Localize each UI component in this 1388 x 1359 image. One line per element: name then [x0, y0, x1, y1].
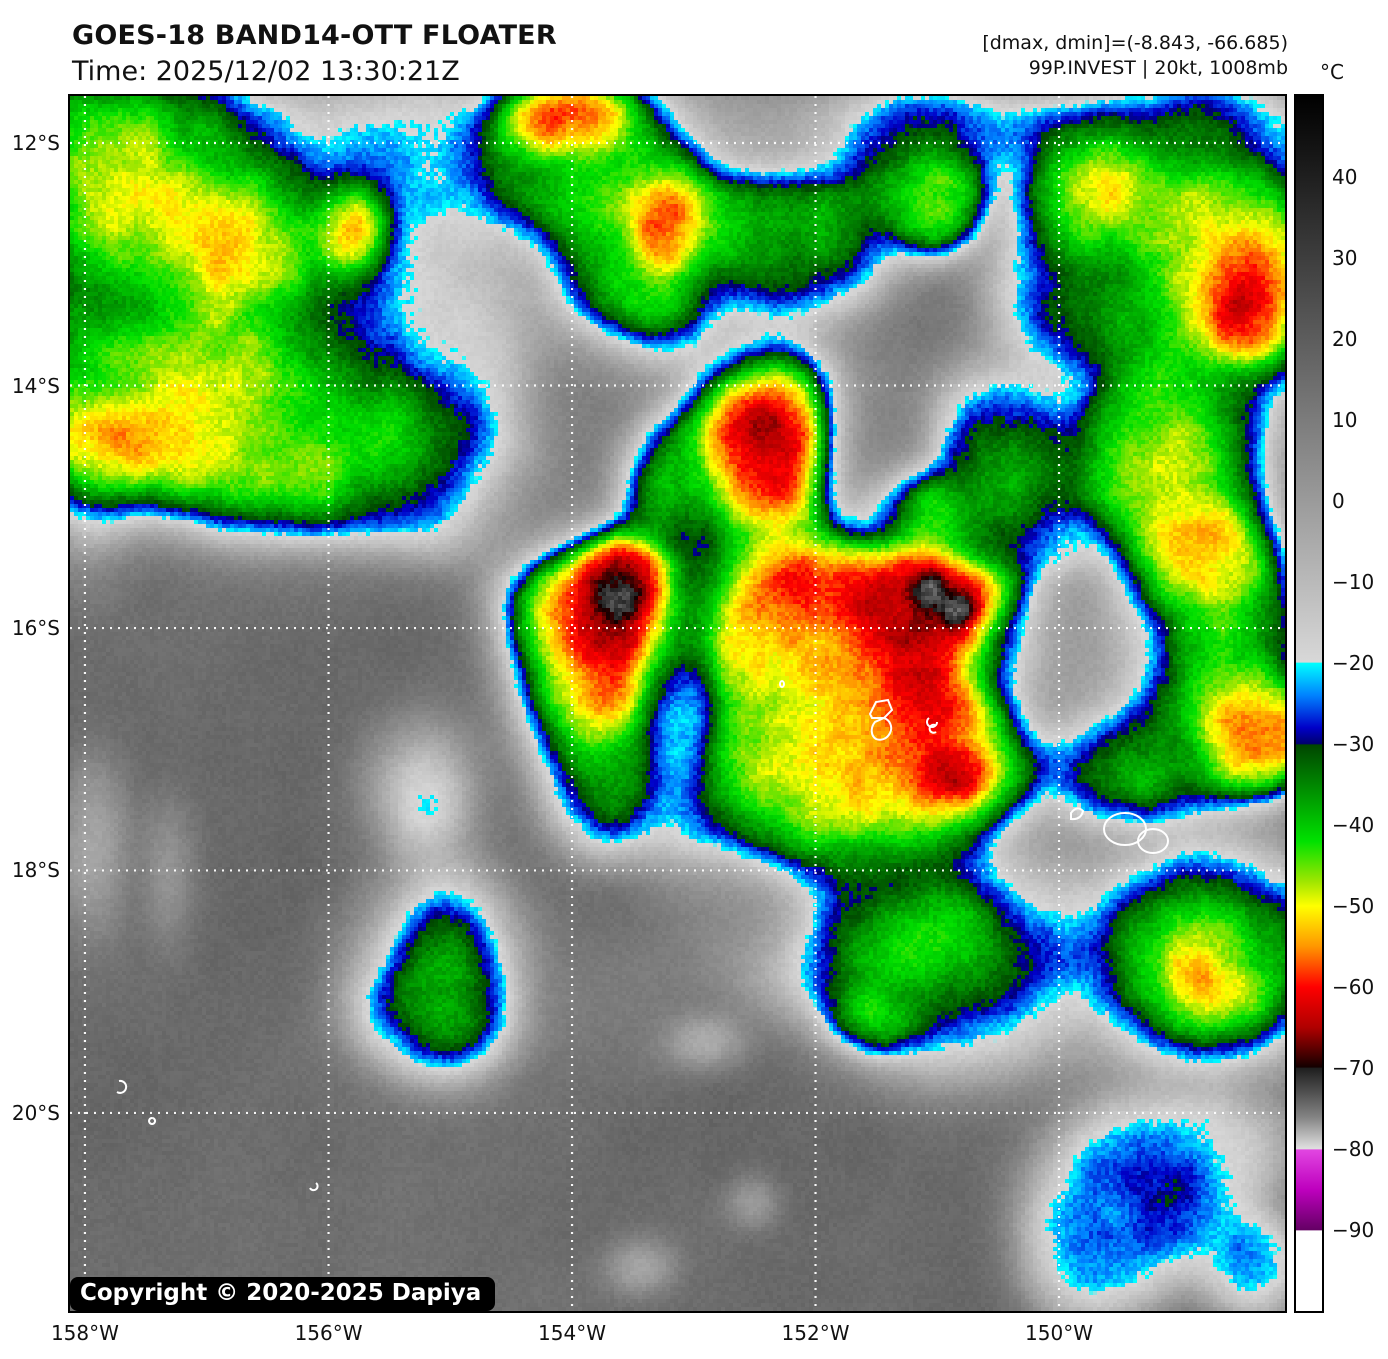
analysis-contour	[779, 680, 785, 688]
timestamp: Time: 2025/12/02 13:30:21Z	[72, 56, 460, 87]
lon-tick-label: 154°W	[538, 1321, 606, 1345]
lon-tick-label: 150°W	[1025, 1321, 1093, 1345]
colorbar-tick-label: −20	[1332, 651, 1375, 675]
dmax-dmin-annotation: [dmax, dmin]=(-8.843, -66.685)	[982, 32, 1288, 54]
colorbar-unit-label: °C	[1320, 60, 1344, 84]
colorbar-tick-label: −90	[1332, 1218, 1375, 1242]
colorbar-tick-label: −80	[1332, 1137, 1375, 1161]
lat-tick-label: 20°S	[11, 1100, 60, 1125]
colorbar-tick-label: 10	[1332, 408, 1358, 432]
grid-overlay	[70, 96, 1285, 1311]
lat-tick-label: 16°S	[11, 616, 60, 641]
lon-tick-label: 156°W	[294, 1321, 363, 1345]
colorbar	[1294, 94, 1324, 1313]
lon-tick-label: 158°W	[50, 1321, 119, 1345]
lat-tick-label: 12°S	[11, 131, 60, 156]
satellite-image-canvas	[70, 96, 1285, 1311]
colorbar-tick-label: −60	[1332, 975, 1375, 999]
map-plot-area: Copyright © 2020-2025 Dapiya	[68, 94, 1287, 1313]
analysis-contour	[148, 1117, 157, 1125]
storm-info-annotation: 99P.INVEST | 20kt, 1008mb	[1028, 57, 1288, 79]
colorbar-tick-label: −50	[1332, 894, 1375, 918]
colorbar-tick-label: −70	[1332, 1056, 1375, 1080]
colorbar-tick-label: 30	[1332, 246, 1358, 270]
page-title: GOES-18 BAND14-OTT FLOATER	[72, 20, 557, 51]
analysis-contour	[309, 1182, 319, 1192]
analysis-contour	[1103, 812, 1147, 846]
analysis-contour	[928, 723, 937, 734]
colorbar-tick-label: −40	[1332, 813, 1375, 837]
colorbar-tick-label: 40	[1332, 165, 1358, 189]
lon-tick-label: 152°W	[781, 1321, 850, 1345]
lat-tick-label: 18°S	[11, 858, 60, 883]
analysis-contour	[868, 698, 894, 719]
copyright-badge: Copyright © 2020-2025 Dapiya	[70, 1277, 496, 1311]
colorbar-tick-label: 20	[1332, 327, 1358, 351]
lat-tick-label: 14°S	[11, 373, 60, 398]
colorbar-tick-label: −10	[1332, 570, 1375, 594]
analysis-contour	[1070, 807, 1085, 821]
colorbar-tick-label: 0	[1332, 489, 1345, 513]
analysis-contour	[1137, 828, 1169, 854]
analysis-contour	[870, 716, 893, 741]
colorbar-tick-label: −30	[1332, 732, 1375, 756]
analysis-contour	[116, 1079, 128, 1094]
